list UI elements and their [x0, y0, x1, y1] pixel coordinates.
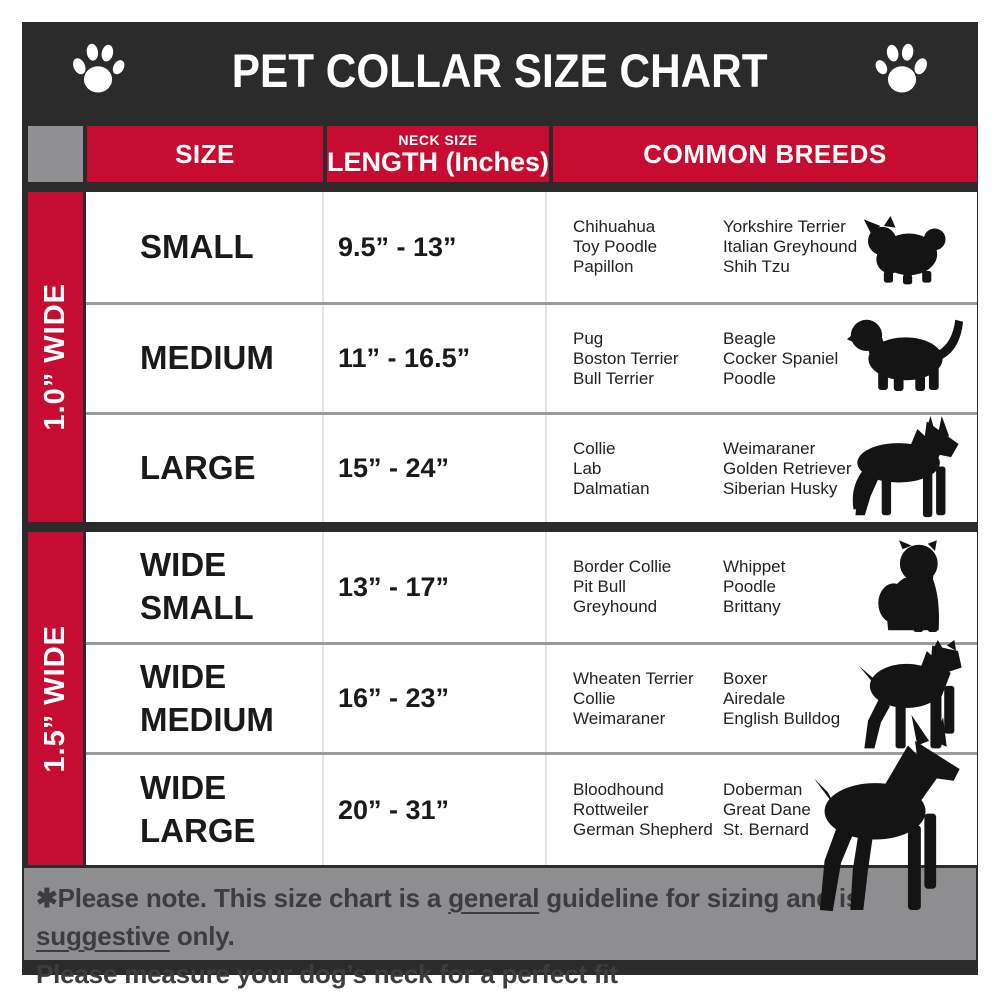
table-row-wide-small: WIDE SMALL 13” - 17” Border Collie Pit B… [86, 532, 977, 642]
section-1-0-wide: 1.0” WIDE SMALL 9.5” - 13” Chihuahua Toy… [28, 192, 977, 522]
breed-list: Beagle Cocker Spaniel Poodle [723, 328, 839, 388]
breed-list: Boxer Airedale English Bulldog [723, 668, 841, 728]
breed-list: Weimaraner Golden Retriever Siberian Hus… [723, 438, 852, 498]
corner-cell [28, 126, 83, 182]
size-label: LARGE [140, 449, 256, 487]
table-row-small: SMALL 9.5” - 13” Chihuahua Toy Poodle Pa… [86, 192, 977, 302]
page-title: PET COLLAR SIZE CHART [232, 43, 768, 97]
table-row-large: LARGE 15” - 24” Collie Lab Dalmatian Wei… [86, 412, 977, 522]
paw-icon [875, 43, 927, 93]
table-header-row: SIZE NECK SIZE LENGTH (Inches) COMMON BR… [28, 126, 978, 182]
paw-icon [73, 43, 125, 93]
column-header-common-breeds: COMMON BREEDS [553, 126, 977, 182]
neck-size-title: LENGTH (Inches) [327, 146, 550, 177]
bulldog-icon [863, 540, 953, 634]
footer-line2: Please measure your dog’s neck for a per… [36, 959, 618, 989]
table-row-wide-medium: WIDE MEDIUM 16” - 23” Wheaten Terrier Co… [86, 640, 977, 752]
breed-list: Chihuahua Toy Poodle Papillon [573, 217, 658, 276]
breed-list: Collie Lab Dalmatian [573, 438, 650, 498]
footer-note: ✱Please note. This size chart is a gener… [24, 868, 976, 989]
table-row-wide-large: WIDE LARGE 20” - 31” Bloodhound Rottweil… [86, 715, 977, 912]
size-label: SMALL [140, 227, 254, 265]
breed-list: Bloodhound Rottweiler German Shepherd [573, 780, 713, 839]
title-bar: PET COLLAR SIZE CHART [22, 22, 978, 118]
column-header-size: SIZE [87, 126, 323, 182]
neck-size-subtitle: NECK SIZE [398, 131, 478, 148]
breed-list: Wheaten Terrier Collie Weimaraner [573, 668, 694, 728]
neck-size-value: 13” - 17” [322, 532, 545, 642]
pitbull-icon [857, 640, 969, 752]
breed-list: Whippet Poodle Brittany [723, 557, 786, 616]
section-label-1-5-wide: 1.5” WIDE [28, 532, 83, 865]
neck-size-value: 16” - 23” [322, 645, 545, 752]
section-label-1-0-wide: 1.0” WIDE [28, 192, 83, 522]
column-header-neck-size: NECK SIZE LENGTH (Inches) [327, 126, 549, 182]
neck-size-value: 20” - 31” [322, 755, 545, 865]
toy-dog-icon [857, 216, 949, 286]
breed-list: Doberman Great Dane St. Bernard [723, 780, 811, 839]
shepherd-icon [844, 414, 971, 519]
breed-list: Border Collie Pit Bull Greyhound [573, 557, 672, 616]
beagle-icon [845, 310, 967, 392]
table-row-medium: MEDIUM 11” - 16.5” Pug Boston Terrier Bu… [86, 302, 977, 412]
breed-list: Yorkshire Terrier Italian Greyhound Shih… [723, 217, 858, 276]
section-1-5-wide: 1.5” WIDE WIDE SMALL 13” - 17” Border Co… [28, 532, 977, 912]
asterisk-icon: ✱ [36, 883, 58, 913]
size-label: WIDE SMALL [140, 546, 254, 626]
doberman-icon [814, 715, 969, 917]
size-label: MEDIUM [140, 339, 274, 377]
neck-size-value: 15” - 24” [322, 415, 545, 522]
size-label: WIDE MEDIUM [140, 657, 274, 738]
size-label: WIDE LARGE [140, 769, 256, 849]
breed-list: Pug Boston Terrier Bull Terrier [573, 328, 679, 388]
neck-size-value: 9.5” - 13” [322, 192, 545, 302]
neck-size-value: 11” - 16.5” [322, 305, 545, 412]
size-chart-poster: PET COLLAR SIZE CHART SIZE NECK SIZE LEN… [22, 22, 978, 989]
